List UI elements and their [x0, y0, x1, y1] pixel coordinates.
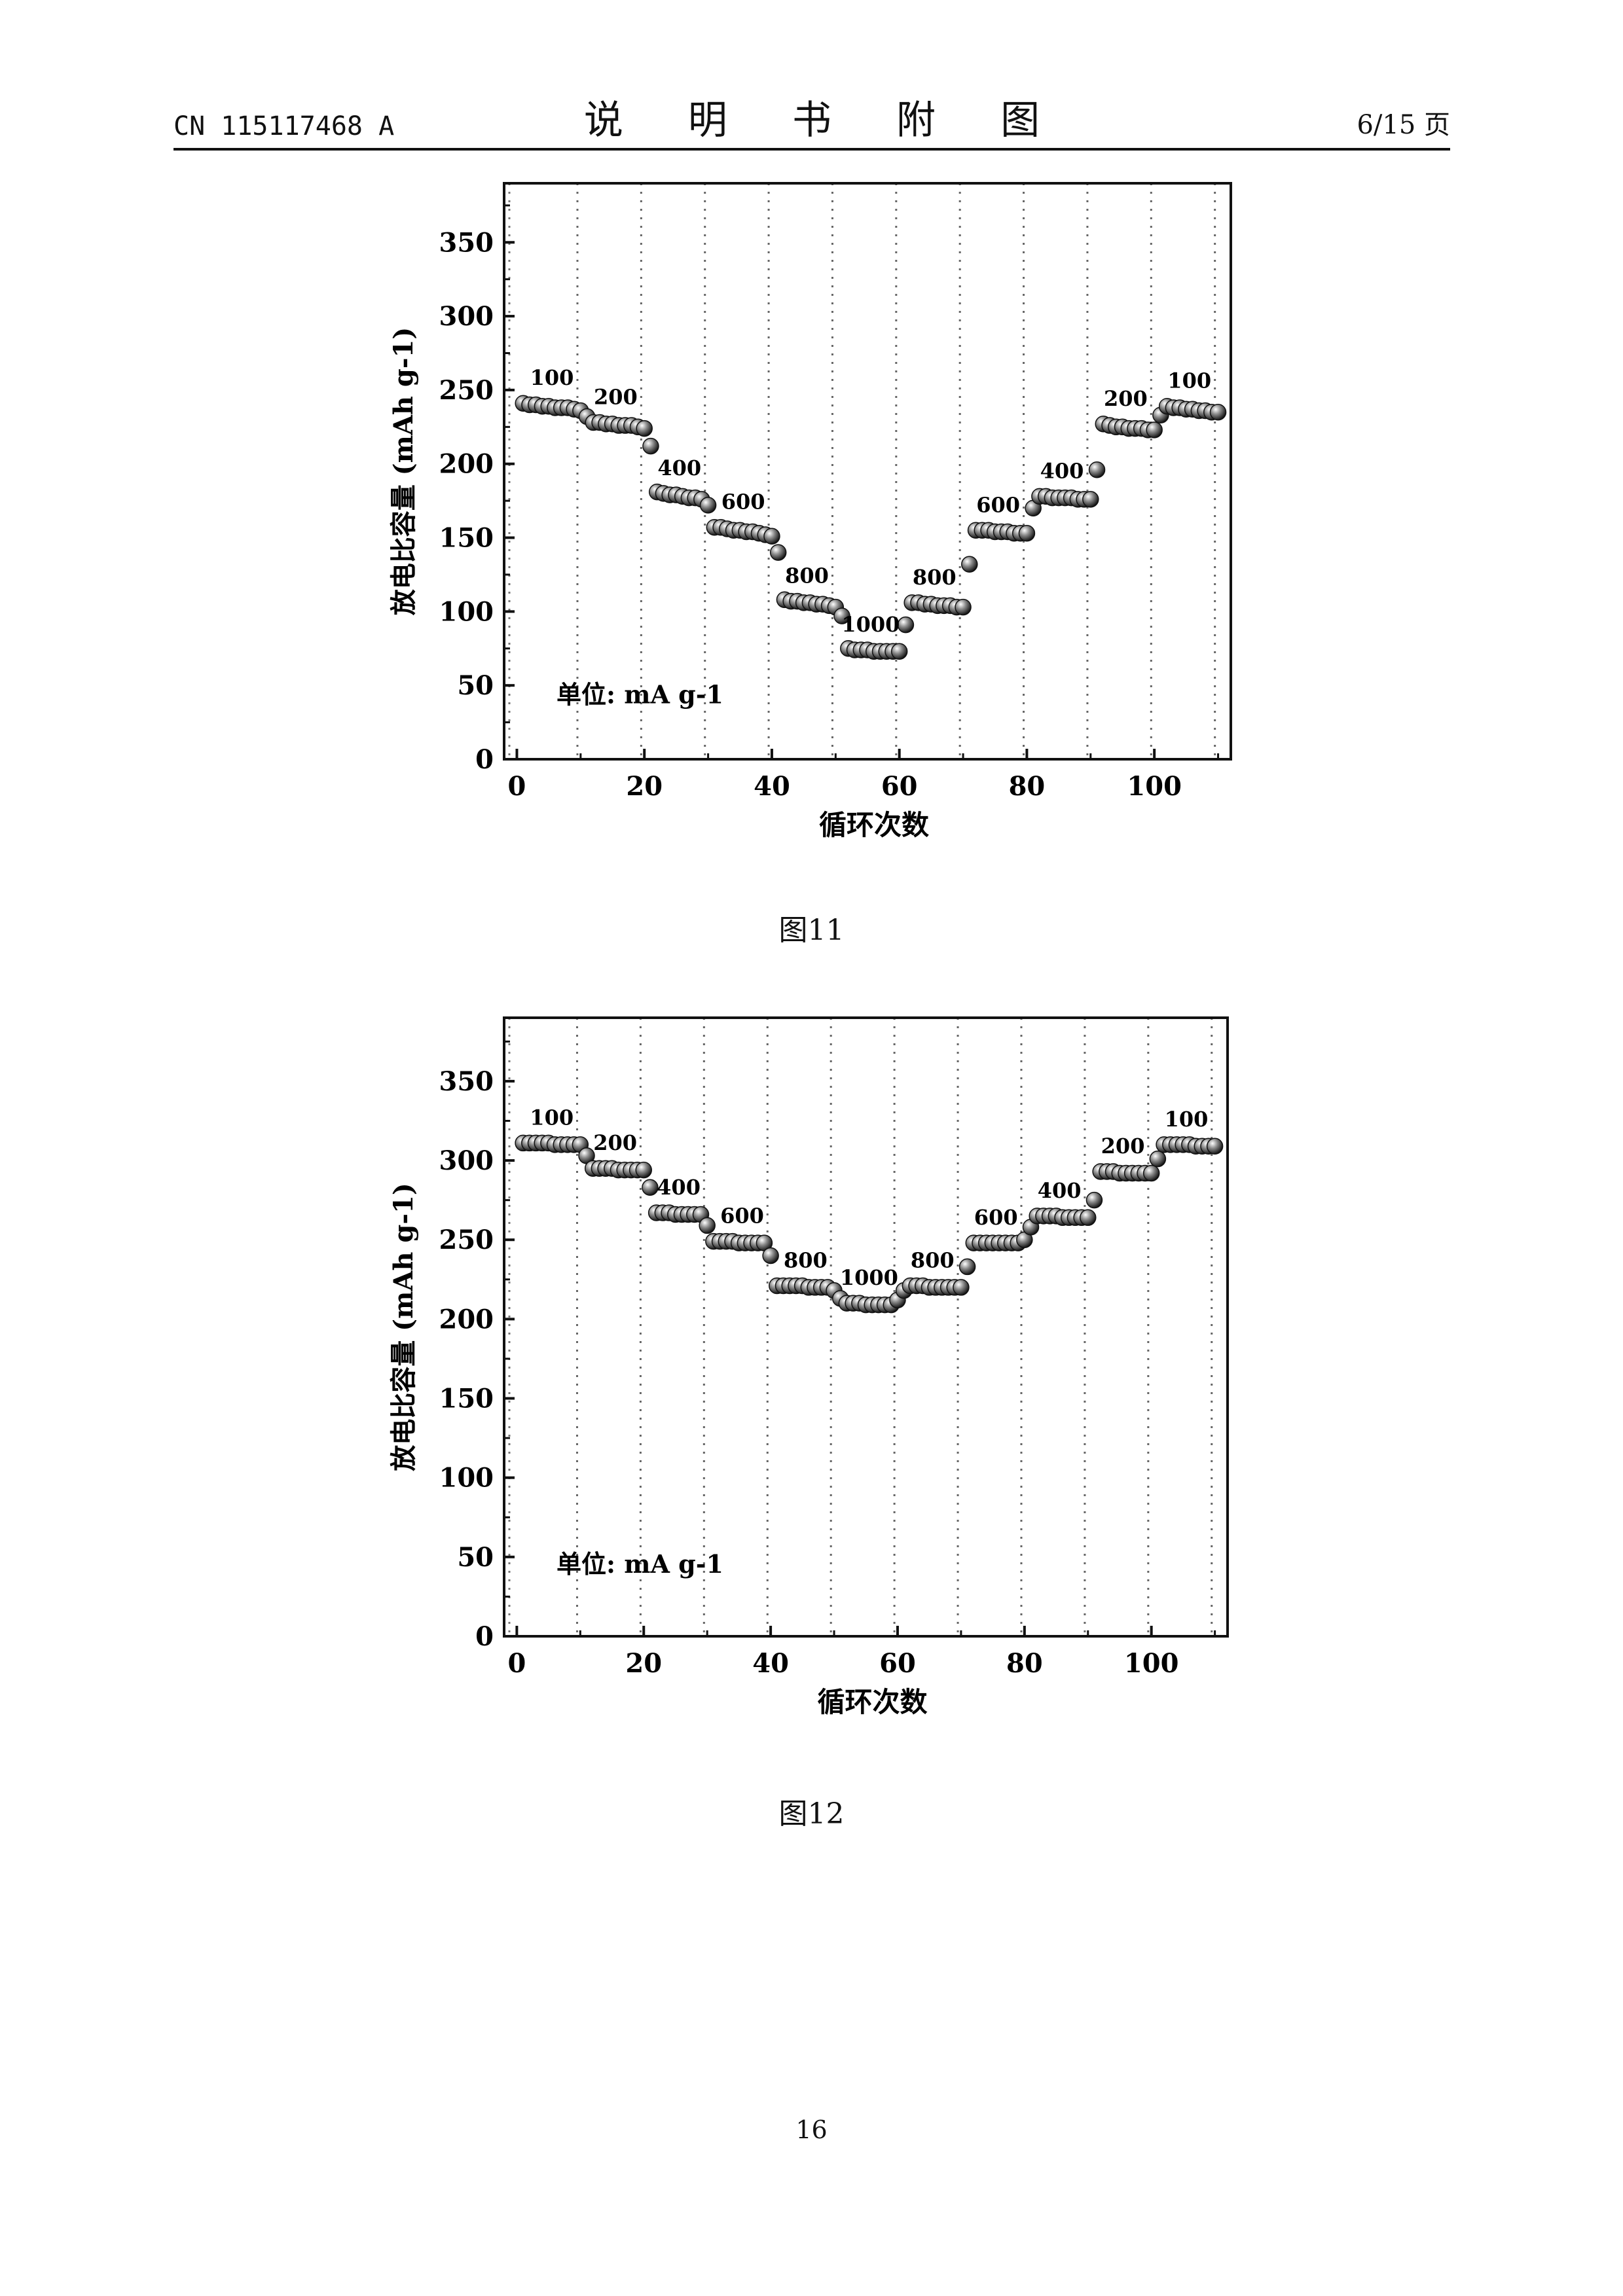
- data-point: [1088, 461, 1106, 478]
- current-density-label: 400: [1040, 458, 1084, 483]
- current-density-label: 400: [657, 1175, 701, 1200]
- current-density-label: 200: [594, 385, 638, 410]
- data-point: [642, 437, 659, 455]
- current-density-label: 100: [530, 365, 574, 390]
- current-density-label: 600: [974, 1205, 1018, 1230]
- figure-12-caption: 图12: [778, 1797, 845, 1831]
- y-tick-label: 300: [439, 1145, 494, 1176]
- data-point: [636, 420, 653, 437]
- data-point: [1146, 422, 1163, 439]
- y-tick-label: 350: [439, 1066, 494, 1097]
- current-density-label: 200: [1104, 386, 1148, 411]
- y-tick-label: 250: [439, 375, 494, 406]
- doc-number: CN 115117468 A: [173, 111, 395, 141]
- x-axis-label: 循环次数: [817, 1686, 927, 1718]
- x-tick-label: 20: [626, 771, 663, 802]
- data-point: [958, 1258, 976, 1276]
- data-point: [1209, 403, 1227, 421]
- current-density-label: 200: [1101, 1134, 1145, 1158]
- data-point: [635, 1161, 652, 1179]
- current-density-label: 100: [530, 1105, 574, 1130]
- data-point: [762, 1247, 779, 1265]
- page-of: 6/15 页: [1357, 110, 1450, 140]
- y-tick-label: 300: [439, 301, 494, 332]
- x-tick-label: 80: [1009, 771, 1046, 802]
- current-density-label: 1000: [840, 1265, 898, 1290]
- data-point: [961, 556, 978, 573]
- data-point: [699, 1217, 716, 1234]
- y-tick-label: 0: [475, 744, 494, 775]
- current-density-label: 600: [720, 1204, 764, 1229]
- page-title: 说 明 书 附 图: [583, 98, 1067, 143]
- y-tick-label: 350: [439, 227, 494, 258]
- data-point: [763, 528, 780, 545]
- page-number: 16: [795, 2115, 828, 2144]
- current-density-label: 100: [1165, 1107, 1209, 1132]
- page-header: CN 115117468 A 说 明 书 附 图 6/15 页: [173, 92, 1450, 151]
- y-tick-label: 100: [439, 1463, 494, 1494]
- plot-frame: [503, 182, 1232, 761]
- y-tick-label: 200: [439, 449, 494, 480]
- data-point: [699, 497, 717, 514]
- y-axis-label: 放电比容量 (mAh g-1): [388, 1183, 419, 1471]
- y-tick-label: 150: [439, 1384, 494, 1414]
- current-density-label: 1000: [841, 612, 900, 637]
- plot-frame: [503, 1016, 1229, 1638]
- y-tick-label: 50: [457, 670, 494, 701]
- data-point: [890, 643, 908, 660]
- current-density-label: 600: [976, 492, 1020, 517]
- data-point: [1018, 525, 1036, 542]
- figure-11-caption: 图11: [778, 914, 845, 947]
- y-tick-label: 200: [439, 1304, 494, 1335]
- x-tick-label: 0: [507, 1648, 526, 1679]
- y-tick-label: 250: [439, 1225, 494, 1255]
- current-density-label: 800: [913, 565, 957, 590]
- unit-note: 单位: mA g-1: [556, 679, 723, 709]
- x-tick-label: 100: [1124, 1648, 1179, 1679]
- y-axis-label: 放电比容量 (mAh g-1): [388, 327, 419, 616]
- chart-svg: 0 50 100 150 200 250 300 350 0 20 40 60 80 100 循环次数 放电比…: [388, 182, 1232, 841]
- current-density-label: 800: [785, 564, 829, 588]
- data-point: [955, 598, 972, 616]
- x-tick-label: 100: [1127, 771, 1182, 802]
- data-point: [1080, 1209, 1097, 1227]
- x-tick-label: 20: [625, 1648, 662, 1679]
- y-tick-label: 50: [457, 1542, 494, 1573]
- data-point: [953, 1279, 970, 1296]
- x-tick-label: 40: [752, 1648, 789, 1679]
- current-density-label: 800: [784, 1248, 828, 1273]
- data-point: [1149, 1150, 1167, 1168]
- x-tick-label: 60: [881, 771, 918, 802]
- data-point: [642, 1179, 659, 1196]
- figure-11-chart: 0 50 100 150 200 250 300 350 0 20 40 60 80 100 循环次数 放电比…: [0, 0, 1623, 916]
- current-density-label: 800: [911, 1248, 955, 1273]
- unit-note: 单位: mA g-1: [556, 1549, 723, 1579]
- x-tick-label: 0: [508, 771, 526, 802]
- data-point: [833, 607, 850, 624]
- current-density-label: 100: [1167, 368, 1211, 393]
- data-point: [1206, 1138, 1224, 1155]
- y-tick-label: 100: [439, 596, 494, 627]
- y-tick-label: 150: [439, 523, 494, 554]
- data-point: [1085, 1191, 1103, 1209]
- data-point: [897, 616, 915, 634]
- header-rule: [173, 148, 1450, 151]
- data-point: [769, 544, 787, 561]
- figure-12-chart: 0 50 100 150 200 250 300 350 0 20 40 60 80 100 循环次数 放电比…: [0, 916, 1623, 1767]
- current-density-label: 400: [1038, 1178, 1082, 1203]
- current-density-label: 200: [593, 1130, 637, 1155]
- x-axis-label: 循环次数: [819, 809, 929, 841]
- chart-svg: 0 50 100 150 200 250 300 350 0 20 40 60 80 100 循环次数 放电比…: [388, 1016, 1229, 1718]
- data-point: [1142, 1164, 1160, 1182]
- current-density-label: 600: [721, 490, 765, 514]
- current-density-label: 400: [657, 456, 701, 480]
- y-tick-label: 0: [475, 1621, 494, 1652]
- x-tick-label: 60: [879, 1648, 916, 1679]
- data-point: [1082, 491, 1099, 508]
- x-tick-label: 40: [754, 771, 790, 802]
- x-tick-label: 80: [1006, 1648, 1043, 1679]
